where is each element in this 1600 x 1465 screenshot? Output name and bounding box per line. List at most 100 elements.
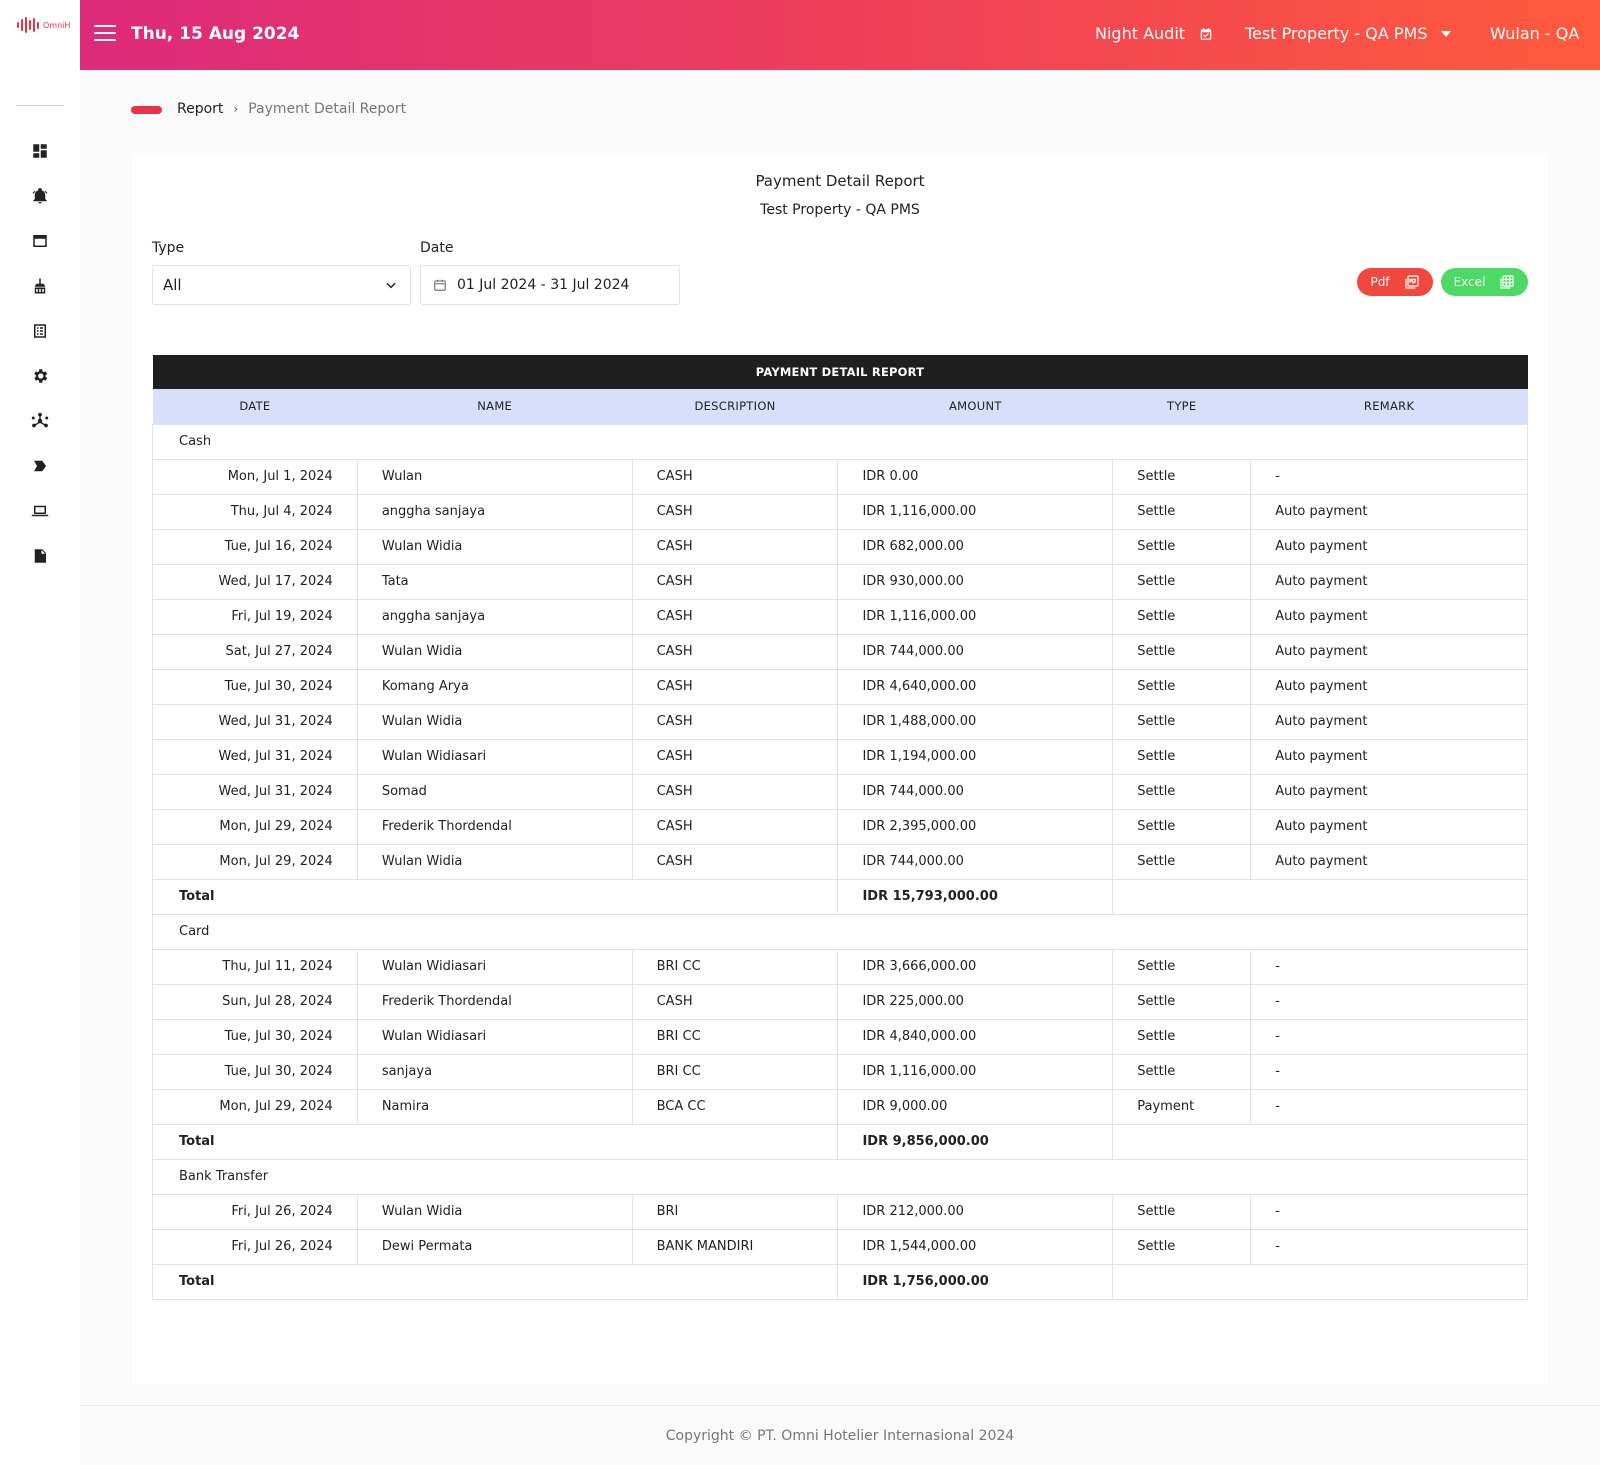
date-range-value: 01 Jul 2024 - 31 Jul 2024 [457,277,630,293]
row-name: Wulan Widia [356,528,633,565]
table-row: Wed, Jul 31, 2024 Somad CASH IDR 744,000.00… [152,773,1528,810]
row-date: Sat, Jul 27, 2024 [152,633,358,670]
row-type: Settle [1112,843,1252,880]
row-name: Tata [356,563,633,600]
row-type: Settle [1112,808,1252,845]
row-remark: - [1250,948,1528,985]
row-amount: IDR 1,488,000.00 [837,703,1114,740]
business-date: Thu, 15 Aug 2024 [131,24,300,44]
night-audit-label: Night Audit [1095,24,1186,43]
excel-button-label: Excel [1453,275,1486,289]
export-pdf-button[interactable]: Pdf [1357,268,1433,296]
row-amount: IDR 682,000.00 [837,528,1114,565]
sidebar-item-housekeeping[interactable] [0,263,80,308]
sidebar-item-devices[interactable] [0,488,80,533]
row-date: Fri, Jul 26, 2024 [152,1228,358,1265]
table-row: Fri, Jul 19, 2024 anggha sanjaya CASH IDR 1… [152,598,1528,635]
export-excel-button[interactable]: Excel [1441,268,1528,296]
row-description: BRI CC [631,1018,839,1055]
row-date: Fri, Jul 26, 2024 [152,1193,358,1230]
row-type: Settle [1112,1193,1252,1230]
sidebar-item-frontdesk[interactable] [0,218,80,263]
calendar-check-icon [1200,27,1212,40]
group-total-row: Total IDR 15,793,000.00 [151,878,1528,915]
type-label: Type [152,240,185,256]
row-amount: IDR 0.00 [837,458,1114,495]
sidebar: OmniH [0,0,80,1465]
row-amount: IDR 744,000.00 [837,843,1114,880]
row-date: Fri, Jul 19, 2024 [152,598,358,635]
group-name: Cash [152,423,1528,460]
logo-text: OmniH [43,20,71,30]
sidebar-item-reports[interactable] [0,533,80,578]
row-description: CASH [631,808,839,845]
pdf-button-label: Pdf [1370,275,1390,289]
housekeeping-icon [34,278,46,293]
payment-detail-table: PAYMENT DETAIL REPORT DATE NAME DESCRIPT… [151,355,1528,1300]
row-description: CASH [631,773,839,810]
table-row: Wed, Jul 31, 2024 Wulan Widiasari CASH IDR … [152,738,1528,775]
row-type: Payment [1112,1088,1252,1125]
row-date: Wed, Jul 17, 2024 [152,563,358,600]
app-logo[interactable]: OmniH [17,16,70,34]
row-description: BRI [631,1193,839,1230]
row-remark: Auto payment [1250,668,1528,705]
sidebar-item-dashboard[interactable] [0,128,80,173]
row-description: CASH [631,598,839,635]
row-description: BRI CC [631,1053,839,1090]
row-description: CASH [631,843,839,880]
table-row: Fri, Jul 26, 2024 Wulan Widia BRI IDR 212,0… [152,1193,1528,1230]
total-label: Total [151,1123,839,1160]
row-date: Tue, Jul 30, 2024 [152,668,358,705]
row-name: Namira [356,1088,633,1125]
row-amount: IDR 4,840,000.00 [837,1018,1114,1055]
sidebar-divider [16,105,64,106]
sidebar-item-channels[interactable] [0,398,80,443]
total-amount: IDR 9,856,000.00 [837,1123,1114,1160]
row-name: Wulan Widiasari [356,948,633,985]
row-date: Thu, Jul 4, 2024 [152,493,358,530]
row-name: sanjaya [356,1053,633,1090]
row-description: BCA CC [631,1088,839,1125]
user-menu[interactable]: Wulan - QA [1490,24,1580,43]
night-audit-button[interactable]: Night Audit [1095,24,1213,43]
sidebar-item-lists[interactable] [0,308,80,353]
row-date: Tue, Jul 16, 2024 [152,528,358,565]
tag-icon [34,460,46,471]
row-remark: Auto payment [1250,738,1528,775]
table-row: Thu, Jul 11, 2024 Wulan Widiasari BRI CC ID… [152,948,1528,985]
sidebar-item-tags[interactable] [0,443,80,488]
table-row: Mon, Jul 29, 2024 Wulan Widia CASH IDR 744,… [152,843,1528,880]
row-description: CASH [631,738,839,775]
date-range-input[interactable]: 01 Jul 2024 - 31 Jul 2024 [420,265,680,305]
row-type: Settle [1112,773,1252,810]
menu-toggle-button[interactable] [94,25,116,43]
property-selector[interactable]: Test Property - QA PMS [1245,24,1452,43]
table-row: Mon, Jul 1, 2024 Wulan CASH IDR 0.00 Settle - [152,458,1528,495]
row-description: BANK MANDIRI [631,1228,839,1265]
report-icon [34,548,46,563]
window-icon [33,234,47,247]
row-amount: IDR 744,000.00 [837,633,1114,670]
table-row: Fri, Jul 26, 2024 Dewi Permata BANK MANDIR… [152,1228,1528,1265]
row-description: CASH [631,458,839,495]
row-date: Mon, Jul 29, 2024 [152,843,358,880]
row-type: Settle [1112,1228,1252,1265]
hamburger-icon-line [94,32,116,34]
group-header-row: Card [152,913,1528,950]
table-row: Wed, Jul 17, 2024 Tata CASH IDR 930,000.00 S… [152,563,1528,600]
sidebar-item-alerts[interactable] [0,173,80,218]
total-empty-cell [1112,1263,1528,1300]
breadcrumb-report-link[interactable]: Report [177,101,224,117]
row-remark: - [1250,1193,1528,1230]
row-description: CASH [631,633,839,670]
footer: Copyright © PT. Omni Hotelier Internasio… [80,1405,1600,1465]
row-type: Settle [1112,493,1252,530]
type-select[interactable]: All [152,265,411,305]
sidebar-item-settings[interactable] [0,353,80,398]
group-name: Bank Transfer [152,1158,1528,1195]
column-header-remark: REMARK [1250,389,1528,424]
row-name: Wulan Widia [356,633,633,670]
table-row: Wed, Jul 31, 2024 Wulan Widia CASH IDR 1,48… [152,703,1528,740]
table-caption: PAYMENT DETAIL REPORT [152,355,1528,389]
